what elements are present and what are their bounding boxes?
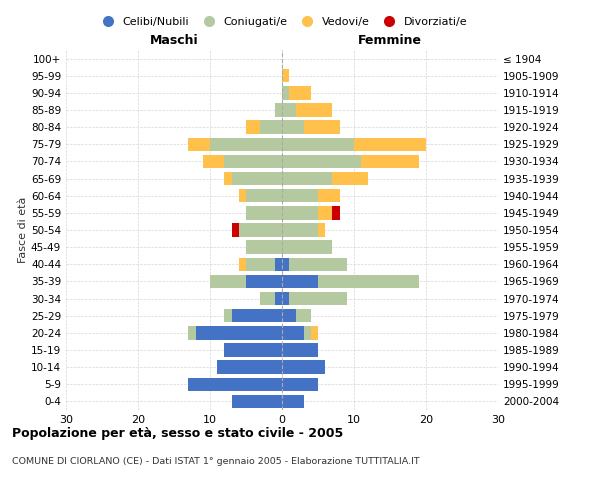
Bar: [246, 274, 282, 288]
Bar: [188, 326, 196, 340]
Bar: [332, 206, 340, 220]
Bar: [282, 206, 318, 220]
Bar: [246, 240, 282, 254]
Text: Femmine: Femmine: [358, 34, 422, 46]
Bar: [289, 292, 347, 306]
Y-axis label: Fasce di età: Fasce di età: [18, 197, 28, 263]
Bar: [239, 189, 246, 202]
Bar: [188, 138, 210, 151]
Bar: [282, 86, 289, 100]
Bar: [282, 258, 289, 271]
Bar: [217, 360, 282, 374]
Bar: [282, 154, 361, 168]
Bar: [296, 104, 332, 117]
Bar: [289, 258, 347, 271]
Bar: [318, 189, 340, 202]
Bar: [246, 258, 275, 271]
Bar: [224, 172, 232, 186]
Bar: [304, 326, 311, 340]
Bar: [282, 224, 318, 236]
Bar: [304, 120, 340, 134]
Bar: [282, 326, 304, 340]
Text: COMUNE DI CIORLANO (CE) - Dati ISTAT 1° gennaio 2005 - Elaborazione TUTTITALIA.I: COMUNE DI CIORLANO (CE) - Dati ISTAT 1° …: [12, 458, 419, 466]
Bar: [188, 378, 282, 391]
Bar: [275, 292, 282, 306]
Bar: [282, 120, 304, 134]
Bar: [354, 138, 426, 151]
Bar: [282, 274, 318, 288]
Text: Popolazione per età, sesso e stato civile - 2005: Popolazione per età, sesso e stato civil…: [12, 428, 343, 440]
Bar: [282, 69, 289, 82]
Bar: [210, 138, 282, 151]
Bar: [311, 326, 318, 340]
Bar: [361, 154, 419, 168]
Legend: Celibi/Nubili, Coniugati/e, Vedovi/e, Divorziati/e: Celibi/Nubili, Coniugati/e, Vedovi/e, Di…: [92, 12, 472, 31]
Text: Maschi: Maschi: [149, 34, 199, 46]
Bar: [296, 309, 311, 322]
Bar: [275, 258, 282, 271]
Bar: [246, 206, 282, 220]
Bar: [239, 224, 282, 236]
Bar: [282, 344, 318, 356]
Bar: [210, 274, 246, 288]
Bar: [282, 104, 296, 117]
Bar: [289, 86, 311, 100]
Bar: [275, 104, 282, 117]
Bar: [282, 240, 332, 254]
Bar: [318, 206, 332, 220]
Bar: [203, 154, 224, 168]
Bar: [282, 309, 296, 322]
Bar: [282, 189, 318, 202]
Bar: [224, 344, 282, 356]
Bar: [282, 292, 289, 306]
Bar: [318, 274, 419, 288]
Bar: [246, 120, 260, 134]
Bar: [260, 120, 282, 134]
Bar: [224, 309, 232, 322]
Bar: [282, 172, 332, 186]
Bar: [282, 394, 304, 408]
Bar: [196, 326, 282, 340]
Bar: [332, 172, 368, 186]
Bar: [282, 360, 325, 374]
Bar: [239, 258, 246, 271]
Bar: [232, 172, 282, 186]
Bar: [232, 309, 282, 322]
Bar: [224, 154, 282, 168]
Bar: [318, 224, 325, 236]
Bar: [246, 189, 282, 202]
Bar: [232, 224, 239, 236]
Bar: [282, 378, 318, 391]
Bar: [282, 138, 354, 151]
Bar: [260, 292, 275, 306]
Bar: [232, 394, 282, 408]
